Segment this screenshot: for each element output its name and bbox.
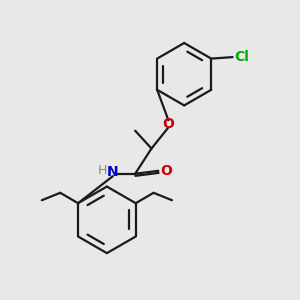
Text: O: O <box>161 164 172 178</box>
Text: O: O <box>163 117 174 131</box>
Text: N: N <box>107 165 119 179</box>
Text: Cl: Cl <box>234 50 249 64</box>
Text: H: H <box>98 164 107 177</box>
